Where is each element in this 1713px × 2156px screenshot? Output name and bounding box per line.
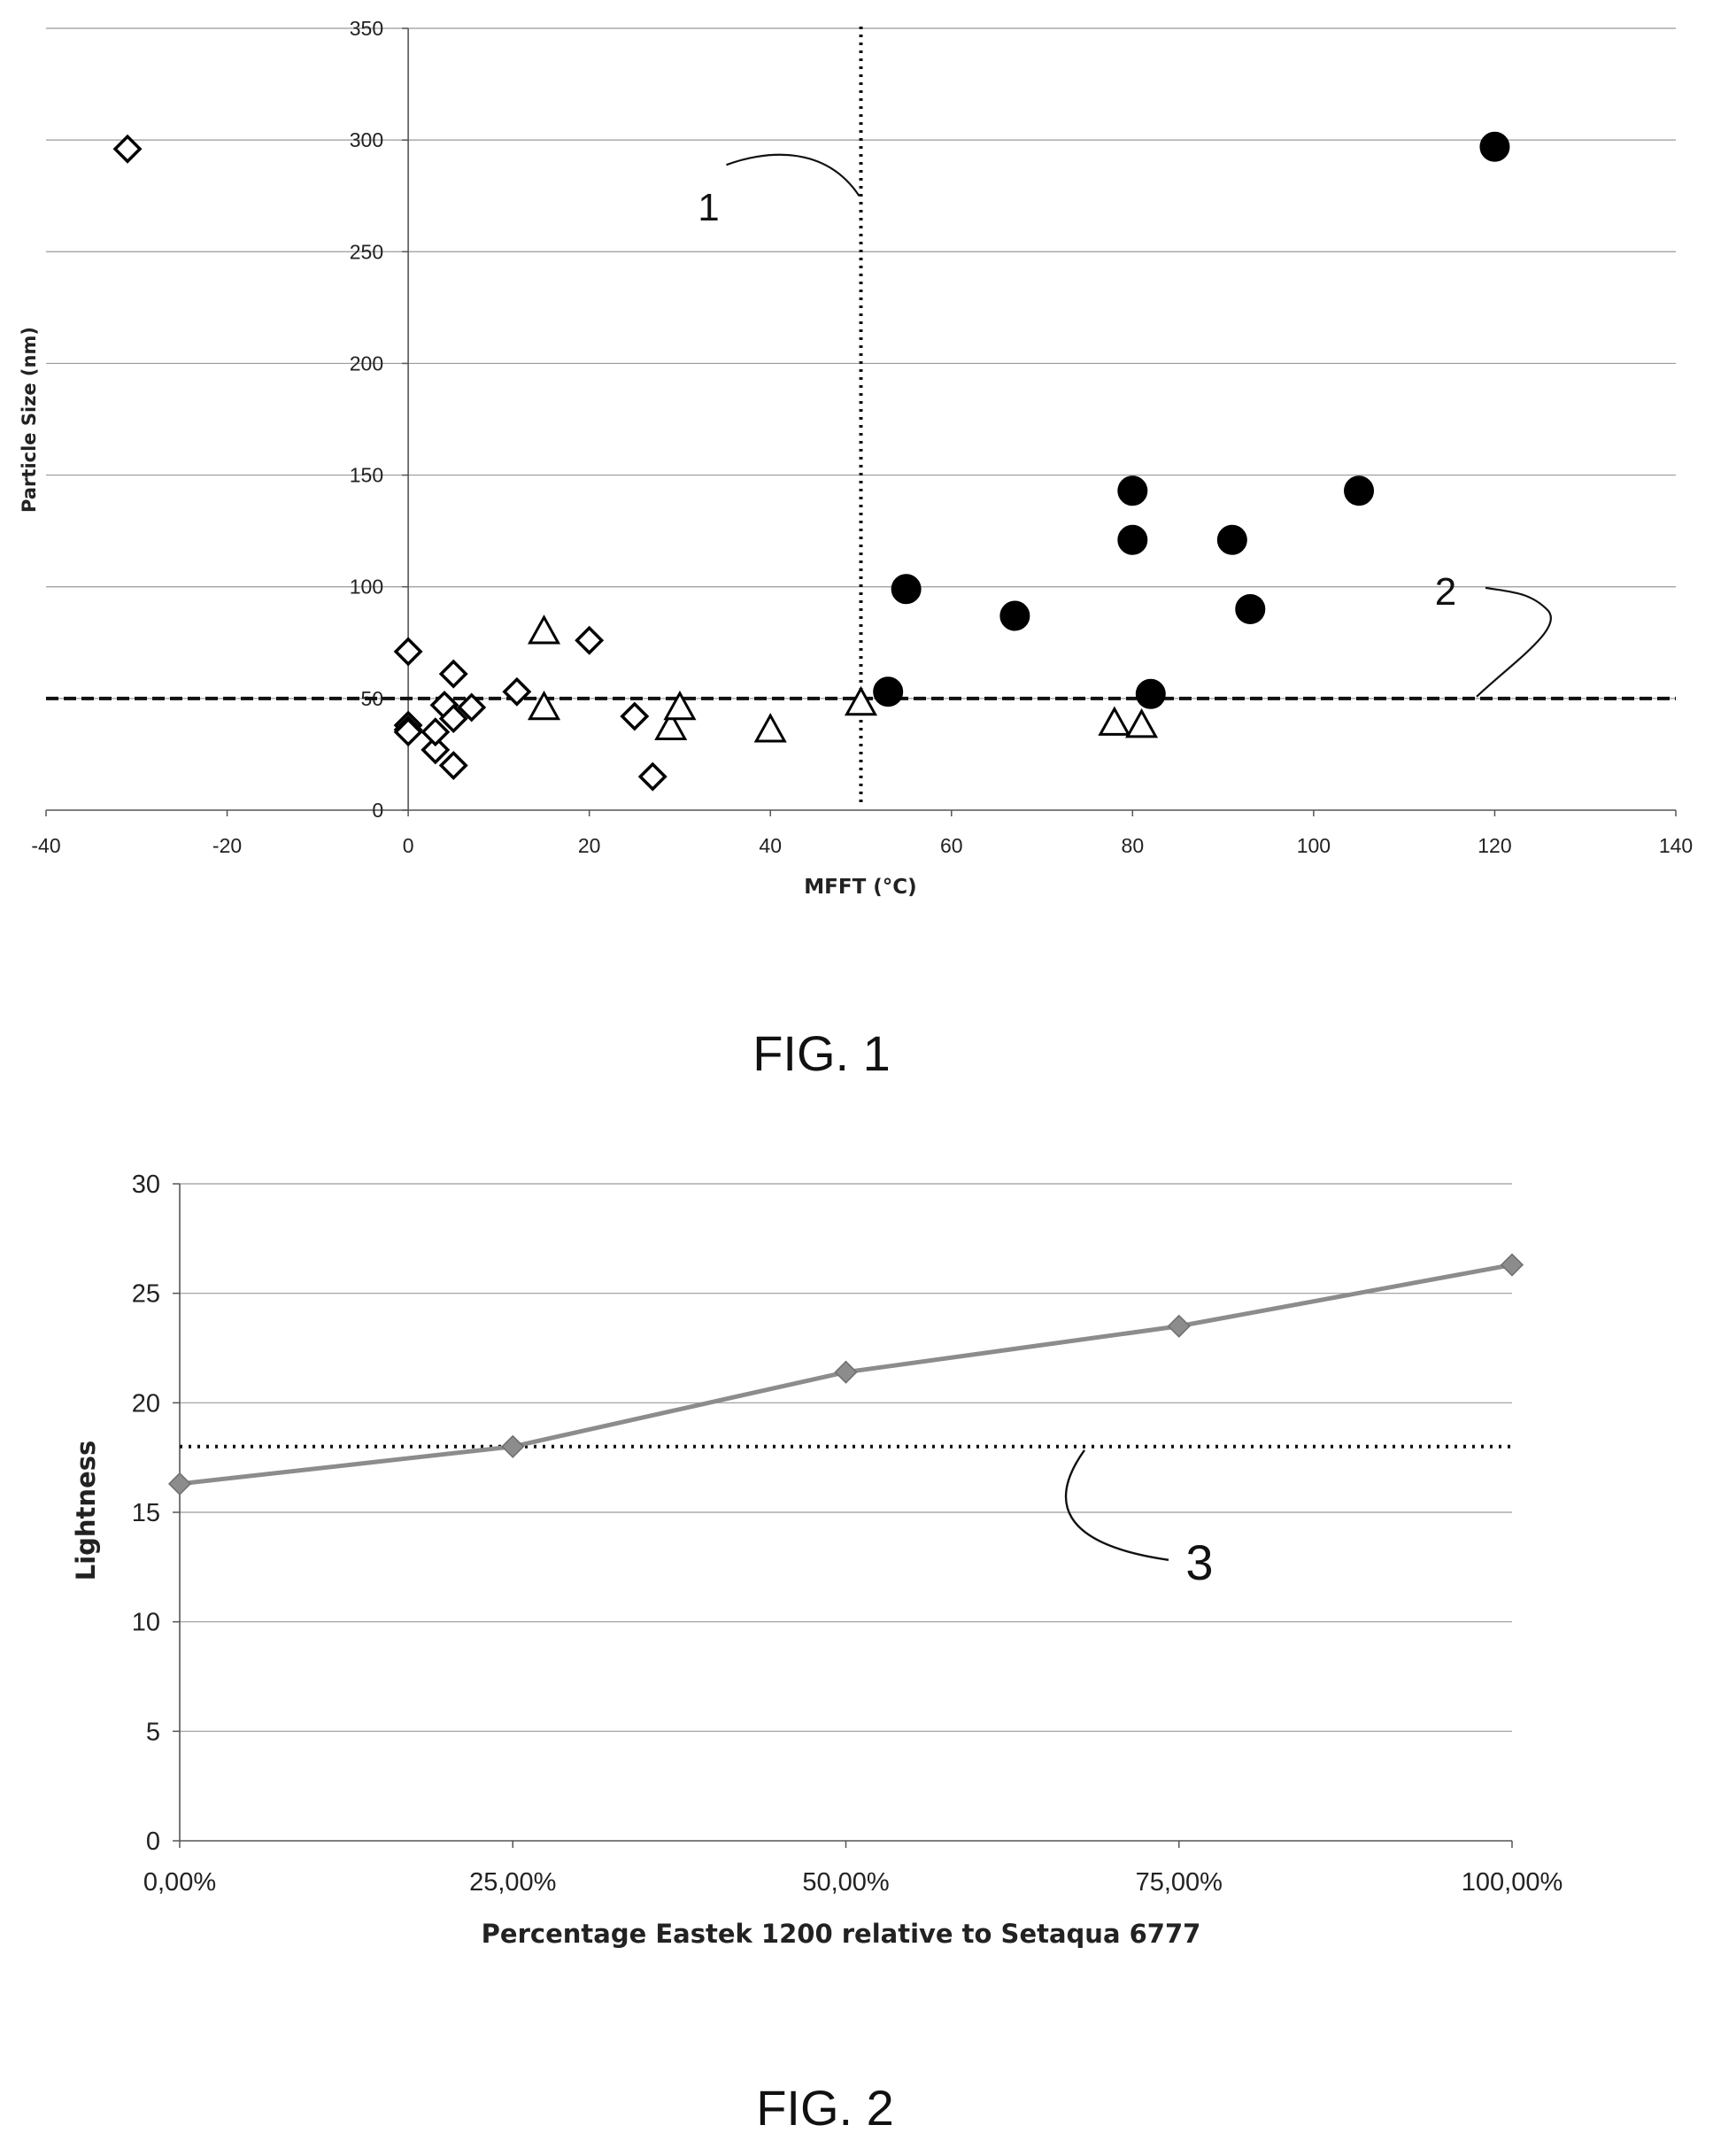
fig1-diamond-point	[457, 692, 487, 723]
fig1-y-tick-label: 100	[350, 576, 383, 599]
fig2-callout-label-3: 3	[1185, 1534, 1213, 1590]
fig1-diamond-point	[438, 704, 468, 734]
fig1-x-tick-label: 40	[759, 834, 782, 857]
fig1-circle-point	[1135, 678, 1166, 709]
fig1-y-tick-label: 250	[350, 240, 383, 263]
fig1-diamond-point	[438, 751, 468, 781]
fig1-circle-point	[1117, 475, 1148, 506]
fig2-y-tick-label: 20	[132, 1389, 160, 1418]
fig1-triangle-point	[654, 710, 688, 740]
fig1-triangle-point	[663, 690, 697, 721]
fig1-circle-point	[1216, 524, 1247, 555]
fig1-diamond-point	[421, 735, 451, 765]
fig1-x-tick-label: 80	[1122, 834, 1145, 857]
fig1-x-tick-label: 0	[403, 834, 414, 857]
fig2-x-tick-label: 100,00%	[1462, 1868, 1563, 1897]
fig1-y-tick-label: 350	[350, 17, 383, 40]
fig1-diamond-point	[637, 761, 667, 792]
fig1-circle-point	[873, 676, 904, 707]
fig1-callout-label-1: 1	[698, 186, 719, 229]
fig1-data-points	[112, 131, 1510, 792]
fig1-circle-point	[891, 574, 922, 605]
fig2-series	[167, 1253, 1524, 1495]
fig1-callouts: 12	[698, 153, 1552, 698]
fig1-diamond-point	[112, 134, 143, 164]
fig1-circle-point	[1235, 593, 1266, 624]
fig1-x-tick-label: 20	[578, 834, 601, 857]
fig1-circle-point	[999, 600, 1030, 631]
fig1-triangle-point	[1098, 706, 1131, 736]
fig2-y-axis-title: Lightness	[71, 1441, 101, 1581]
fig1-triangle-point	[527, 690, 561, 721]
fig1-x-tick-label: -40	[31, 834, 60, 857]
fig1-x-axis-title: MFFT (°C)	[804, 876, 916, 899]
fig1-x-tick-label: 120	[1478, 834, 1511, 857]
fig2-y-tick-label: 0	[146, 1828, 160, 1856]
figure-2-line-chart: 0,00% 25,00% 50,00% 75,00% 100,00% 0 5 10 15 20 2…	[71, 1171, 1563, 2136]
fig2-x-tick-label: 0,00%	[143, 1868, 216, 1897]
fig1-diamond-point	[620, 701, 650, 731]
fig2-series-point	[1167, 1314, 1191, 1338]
fig2-series-point	[167, 1472, 192, 1495]
fig1-diamond-point	[438, 659, 468, 689]
fig1-y-tick-label: 200	[350, 352, 383, 375]
fig2-figure-label: FIG. 2	[756, 2080, 894, 2136]
fig1-x-tick-label: -20	[212, 834, 242, 857]
fig2-y-tick-label: 25	[132, 1280, 160, 1309]
fig2-y-tick-label: 30	[132, 1171, 160, 1199]
fig1-circle-point	[1344, 475, 1375, 506]
fig2-x-tick-label: 25,00%	[469, 1868, 556, 1897]
fig1-callout-leader-1	[726, 153, 860, 197]
fig1-circle-point	[1117, 524, 1148, 555]
fig1-callout-leader-2	[1476, 586, 1552, 698]
fig2-series-point	[834, 1360, 858, 1384]
fig2-y-tick-label: 5	[146, 1718, 160, 1746]
fig1-x-tick-label: 60	[940, 834, 963, 857]
fig1-diamond-point	[393, 637, 423, 667]
fig2-x-tick-label: 50,00%	[802, 1868, 889, 1897]
fig2-y-tick-labels: 0 5 10 15 20 25 30	[132, 1171, 160, 1856]
fig1-y-axis-title: Particle Size (nm)	[19, 327, 40, 513]
fig2-series-point	[1500, 1253, 1524, 1277]
fig2-gridlines	[173, 1183, 1512, 1842]
fig1-diamond-point	[502, 676, 532, 707]
fig2-y-tick-label: 10	[132, 1609, 160, 1637]
fig1-diamond-point	[393, 717, 423, 747]
fig1-axes	[45, 28, 1677, 816]
fig1-y-tick-label: 300	[350, 128, 383, 151]
fig1-circle-point	[1479, 131, 1510, 162]
fig1-x-tick-labels: -40 -20 0 20 40 60 80 100 120 140	[31, 834, 1693, 857]
fig1-x-tick-label: 140	[1659, 834, 1693, 857]
figure-1-scatter-chart: -40 -20 0 20 40 60 80 100 120 140 050100150200250…	[19, 17, 1693, 1081]
fig1-triangle-point	[1125, 708, 1159, 738]
fig1-triangle-point	[753, 713, 787, 743]
fig2-y-tick-label: 15	[132, 1499, 160, 1527]
fig2-series-point	[501, 1434, 525, 1458]
fig2-x-axis-title: Percentage Eastek 1200 relative to Setaq…	[482, 1919, 1201, 1949]
fig1-diamond-point	[421, 717, 451, 747]
fig1-figure-label: FIG. 1	[752, 1025, 891, 1081]
fig1-y-tick-label: 0	[372, 799, 383, 822]
fig1-triangle-point	[527, 614, 561, 645]
fig1-x-tick-label: 100	[1297, 834, 1331, 857]
fig2-axes	[179, 1184, 1513, 1848]
fig2-x-tick-label: 75,00%	[1136, 1868, 1223, 1897]
fig1-triangle-point	[844, 685, 878, 716]
fig1-diamond-point	[575, 625, 605, 655]
fig2-callouts: 3	[1064, 1449, 1214, 1590]
fig1-y-tick-label: 150	[350, 464, 383, 487]
fig2-callout-leader-3	[1064, 1449, 1169, 1561]
fig1-callout-label-2: 2	[1435, 570, 1456, 614]
fig2-x-tick-labels: 0,00% 25,00% 50,00% 75,00% 100,00%	[143, 1868, 1563, 1897]
